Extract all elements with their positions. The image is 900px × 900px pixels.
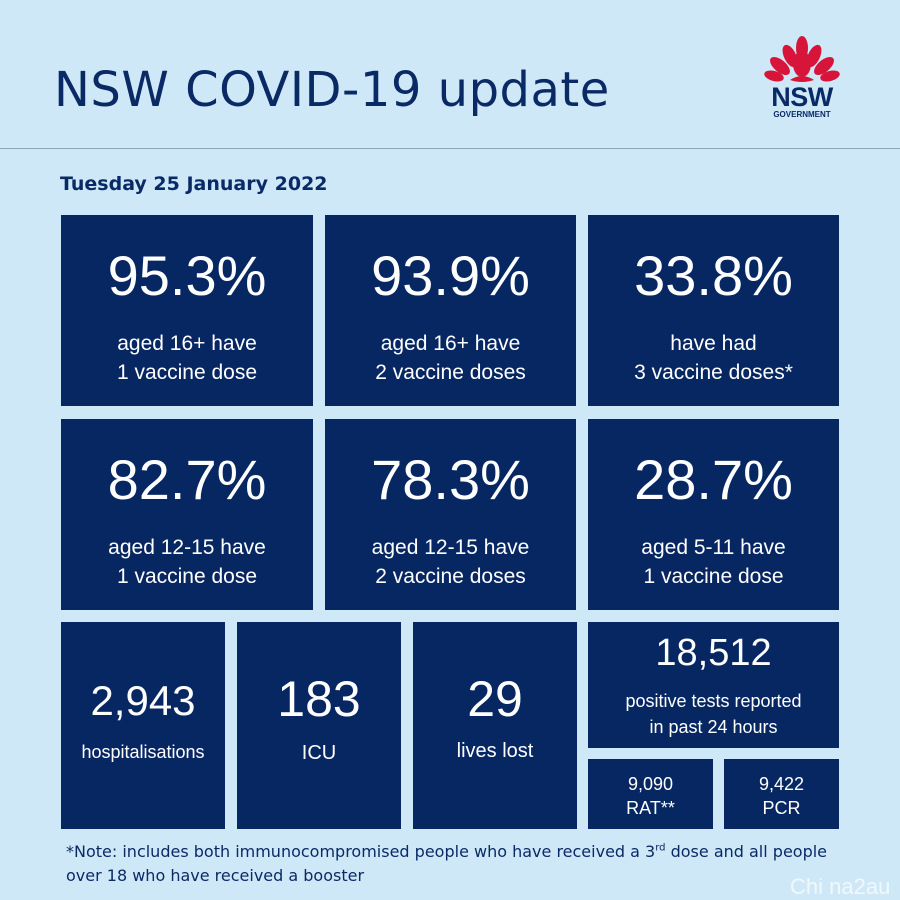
tile-label-line1: aged 5-11 have	[641, 536, 786, 559]
tile-12-15-2-doses: 78.3% aged 12-15 have 2 vaccine doses	[325, 419, 576, 610]
positive-tests-value: 18,512	[655, 632, 772, 674]
rat-label: RAT**	[626, 798, 675, 818]
footnote-part1: *Note: includes both immunocompromised p…	[66, 842, 656, 861]
tile-16plus-1-dose: 95.3% aged 16+ have 1 vaccine dose	[61, 215, 313, 406]
tile-12-15-1-dose: 82.7% aged 12-15 have 1 vaccine dose	[61, 419, 313, 610]
tile-value: 28.7%	[634, 448, 793, 511]
tile-label-line1: aged 12-15 have	[371, 536, 530, 559]
tile-value: 82.7%	[107, 448, 267, 511]
icu-value: 183	[277, 671, 361, 727]
pcr-label: PCR	[762, 798, 801, 818]
icu-label: ICU	[301, 742, 337, 764]
lives-lost-value: 29	[467, 671, 523, 727]
watermark: Chi na2au	[790, 874, 891, 899]
tile-pcr: 9,422 PCR	[724, 759, 839, 829]
header-divider	[0, 148, 900, 149]
footnote-superscript: rd	[655, 842, 666, 854]
logo-subtitle: GOVERNMENT	[773, 110, 831, 119]
nsw-government-logo: NSW GOVERNMENT	[760, 34, 844, 124]
tile-label-line2: 2 vaccine doses	[375, 565, 526, 588]
report-date: Tuesday 25 January 2022	[60, 173, 328, 195]
footnote-part2: dose and all people over 18 who have rec…	[66, 842, 828, 885]
tile-label-line2: 3 vaccine doses*	[634, 361, 793, 384]
tile-16plus-2-doses: 93.9% aged 16+ have 2 vaccine doses	[325, 215, 576, 406]
tile-value: 93.9%	[371, 244, 530, 307]
tile-label-line1: have had	[670, 332, 757, 355]
tile-5-11-1-dose: 28.7% aged 5-11 have 1 vaccine dose	[588, 419, 839, 610]
tile-value: 33.8%	[634, 244, 793, 307]
waratah-flower-icon	[764, 36, 840, 82]
tile-rat: 9,090 RAT**	[588, 759, 713, 829]
tile-label-line2: 2 vaccine doses	[375, 361, 526, 384]
positive-tests-line2: in past 24 hours	[649, 717, 778, 737]
tile-label-line2: 1 vaccine dose	[116, 565, 258, 588]
lives-lost-label: lives lost	[456, 740, 534, 762]
pcr-value: 9,422	[758, 774, 805, 794]
tile-label-line1: aged 16+ have	[117, 332, 257, 355]
tile-positive-tests: 18,512 positive tests reported in past 2…	[588, 622, 839, 748]
hospitalisations-value: 2,943	[90, 677, 196, 724]
positive-tests-line1: positive tests reported	[625, 691, 802, 711]
tile-value: 95.3%	[107, 244, 267, 307]
page-title: NSW COVID-19 update	[54, 62, 610, 118]
tile-label-line1: aged 12-15 have	[108, 536, 266, 559]
logo-wordmark: NSW	[771, 82, 833, 112]
tile-hospitalisations: 2,943 hospitalisations	[61, 622, 225, 829]
tile-label-line1: aged 16+ have	[380, 332, 521, 355]
tile-label-line2: 1 vaccine dose	[643, 565, 784, 588]
tile-label-line2: 1 vaccine dose	[116, 361, 258, 384]
tile-icu: 183 ICU	[237, 622, 401, 829]
footnote: *Note: includes both immunocompromised p…	[66, 840, 846, 888]
tile-lives-lost: 29 lives lost	[413, 622, 577, 829]
tile-3-doses: 33.8% have had 3 vaccine doses*	[588, 215, 839, 406]
hospitalisations-label: hospitalisations	[81, 742, 205, 762]
tile-value: 78.3%	[371, 448, 530, 511]
rat-value: 9,090	[627, 774, 674, 794]
